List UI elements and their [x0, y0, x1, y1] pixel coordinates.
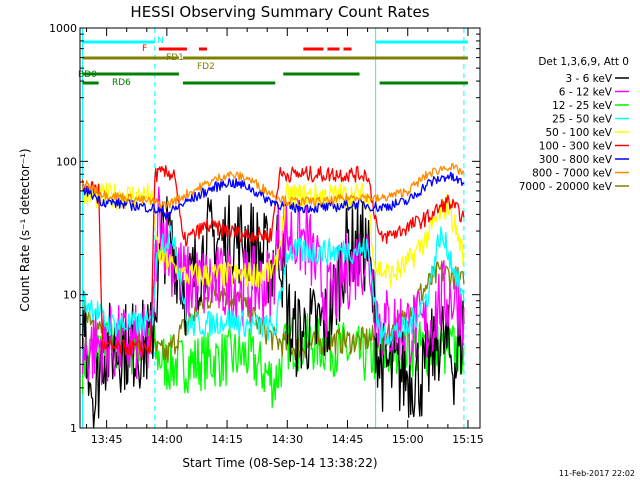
x-tick-label: 14:00 — [151, 433, 183, 446]
x-axis-label: Start Time (08-Sep-14 13:38:22) — [182, 456, 377, 470]
plot-frame — [79, 27, 481, 429]
series-line — [81, 164, 465, 356]
state-label-rd6: RD6 — [112, 78, 131, 88]
y-axis-label: Count Rate (s⁻¹ detector⁻¹) — [18, 148, 32, 311]
state-label-fd2: FD2 — [197, 62, 215, 72]
x-tick-label: 14:30 — [271, 433, 303, 446]
series-line — [81, 186, 465, 386]
legend-title: Det 1,3,6,9, Att 0 — [538, 56, 629, 68]
state-label-n: N — [157, 36, 164, 46]
series-line — [81, 171, 465, 220]
legend-label: 800 - 7000 keV — [532, 168, 613, 180]
y-tick-label: 1 — [70, 422, 77, 435]
x-tick-label: 15:15 — [452, 433, 484, 446]
y-tick-label: 1000 — [49, 22, 77, 35]
legend-label: 3 - 6 keV — [565, 73, 612, 85]
footer-date: 11-Feb-2017 22:02 — [559, 469, 635, 478]
series-line — [81, 182, 465, 288]
legend-label: 12 - 25 keV — [552, 100, 613, 112]
y-tick-label: 100 — [56, 155, 77, 168]
axes: 1 10 100 1000 13:45 14:00 14:15 14:30 14:45 15:00… — [49, 22, 484, 446]
state-label-fd1: FD1 — [166, 53, 184, 63]
y-tick-label: 10 — [63, 289, 77, 302]
x-tick-label: 14:15 — [211, 433, 243, 446]
x-tick-label: 13:45 — [91, 433, 123, 446]
legend-label: 50 - 100 keV — [545, 127, 612, 139]
legend-label: 7000 - 20000 keV — [519, 181, 613, 193]
legend-label: 100 - 300 keV — [539, 141, 613, 153]
x-tick-label: 15:00 — [392, 433, 424, 446]
x-tick-label: 14:45 — [332, 433, 364, 446]
legend-label: 25 - 50 keV — [552, 114, 613, 126]
legend-label: 6 - 12 keV — [559, 87, 613, 99]
plot-area: NF FD1 FD2 BD0 RD6 — [78, 28, 468, 429]
state-label-f: F — [142, 44, 147, 54]
legend-label: 300 - 800 keV — [539, 154, 613, 166]
series-line — [81, 163, 465, 210]
series-line — [81, 224, 465, 346]
chart-title: HESSI Observing Summary Count Rates — [130, 3, 429, 21]
state-label-bd0: BD0 — [78, 70, 97, 80]
